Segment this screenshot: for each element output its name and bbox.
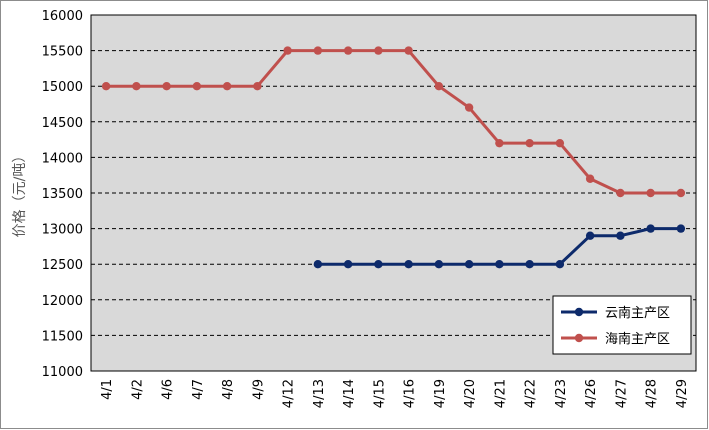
legend-box [552, 295, 692, 355]
x-tick-label: 4/2 [130, 379, 145, 400]
x-tick-label: 4/21 [493, 379, 508, 408]
data-point [313, 260, 323, 269]
x-tick-label: 4/1 [100, 379, 115, 400]
data-point [646, 188, 655, 198]
data-point [525, 138, 534, 148]
data-point [585, 231, 595, 240]
data-point [374, 46, 383, 55]
data-point [676, 188, 686, 198]
data-point [646, 224, 655, 233]
x-tick-label: 4/7 [191, 379, 206, 400]
series-0 [313, 224, 686, 269]
y-tick-label: 12500 [42, 258, 83, 273]
data-point [616, 188, 625, 198]
x-tick-label: 4/23 [554, 379, 569, 408]
data-point [616, 231, 625, 240]
data-point [222, 82, 232, 91]
series-line [106, 49, 681, 195]
y-tick-label: 12000 [42, 294, 83, 309]
legend-label: 云南主产区 [605, 305, 670, 321]
y-tick-label: 15000 [42, 80, 83, 95]
data-point [676, 224, 686, 233]
x-tick-label: 4/9 [251, 379, 266, 400]
legend-item: 海南主产区 [561, 331, 670, 347]
legend-marker [574, 307, 584, 317]
x-tick-label: 4/20 [463, 379, 478, 408]
data-point [253, 82, 262, 91]
x-tick-label: 4/14 [342, 379, 357, 408]
x-tick-label: 4/19 [433, 379, 448, 408]
data-point [585, 174, 595, 183]
data-point [374, 260, 383, 269]
y-axis-label: 价格（元/吨） [12, 149, 28, 238]
legend-marker [574, 333, 584, 343]
y-tick-label: 14000 [42, 151, 83, 166]
x-tick-label: 4/6 [161, 379, 176, 400]
data-point [132, 82, 141, 91]
data-point [192, 82, 202, 91]
x-tick-label: 4/16 [403, 379, 418, 408]
data-point [464, 260, 474, 269]
data-point [283, 46, 292, 55]
x-tick-label: 4/27 [614, 379, 629, 408]
x-axis-tick-labels: 4/1 4/2 4/6 4/7 4/8 4/9 4/12 4/13 4/14 4/15 4/16 4/… [100, 379, 690, 408]
y-tick-label: 14500 [42, 116, 83, 131]
y-tick-label: 16000 [42, 9, 83, 24]
data-point [343, 260, 353, 269]
series-1 [101, 46, 686, 198]
data-point [404, 260, 413, 269]
data-point [495, 138, 504, 148]
data-point [343, 46, 353, 55]
x-tick-label: 4/22 [524, 379, 539, 408]
data-point [404, 46, 413, 55]
data-point [555, 138, 565, 148]
x-tick-label: 4/15 [372, 379, 387, 408]
data-point [525, 260, 534, 269]
series-lines [101, 46, 686, 269]
data-point [434, 82, 444, 91]
data-point [162, 82, 171, 91]
y-tick-label: 13500 [42, 187, 83, 202]
y-tick-label: 11000 [42, 365, 83, 380]
y-axis-tick-labels: 16000 15500 15000 14500 14000 13500 13000 12500… [42, 9, 83, 380]
data-point [434, 260, 444, 269]
x-tick-label: 4/12 [282, 379, 297, 408]
data-point [101, 82, 111, 91]
y-tick-label: 15500 [42, 45, 83, 60]
x-tick-label: 4/28 [645, 379, 660, 408]
legend-item: 云南主产区 [561, 305, 670, 321]
y-tick-label: 11500 [42, 329, 83, 344]
data-point [495, 260, 504, 269]
data-point [464, 103, 474, 112]
data-point [555, 260, 565, 269]
data-point [313, 46, 323, 55]
legend-label: 海南主产区 [605, 331, 670, 347]
y-tick-label: 13000 [42, 223, 83, 238]
x-tick-label: 4/8 [221, 379, 236, 400]
x-tick-label: 4/29 [675, 379, 690, 408]
x-tick-label: 4/13 [312, 379, 327, 408]
x-tick-label: 4/26 [584, 379, 599, 408]
